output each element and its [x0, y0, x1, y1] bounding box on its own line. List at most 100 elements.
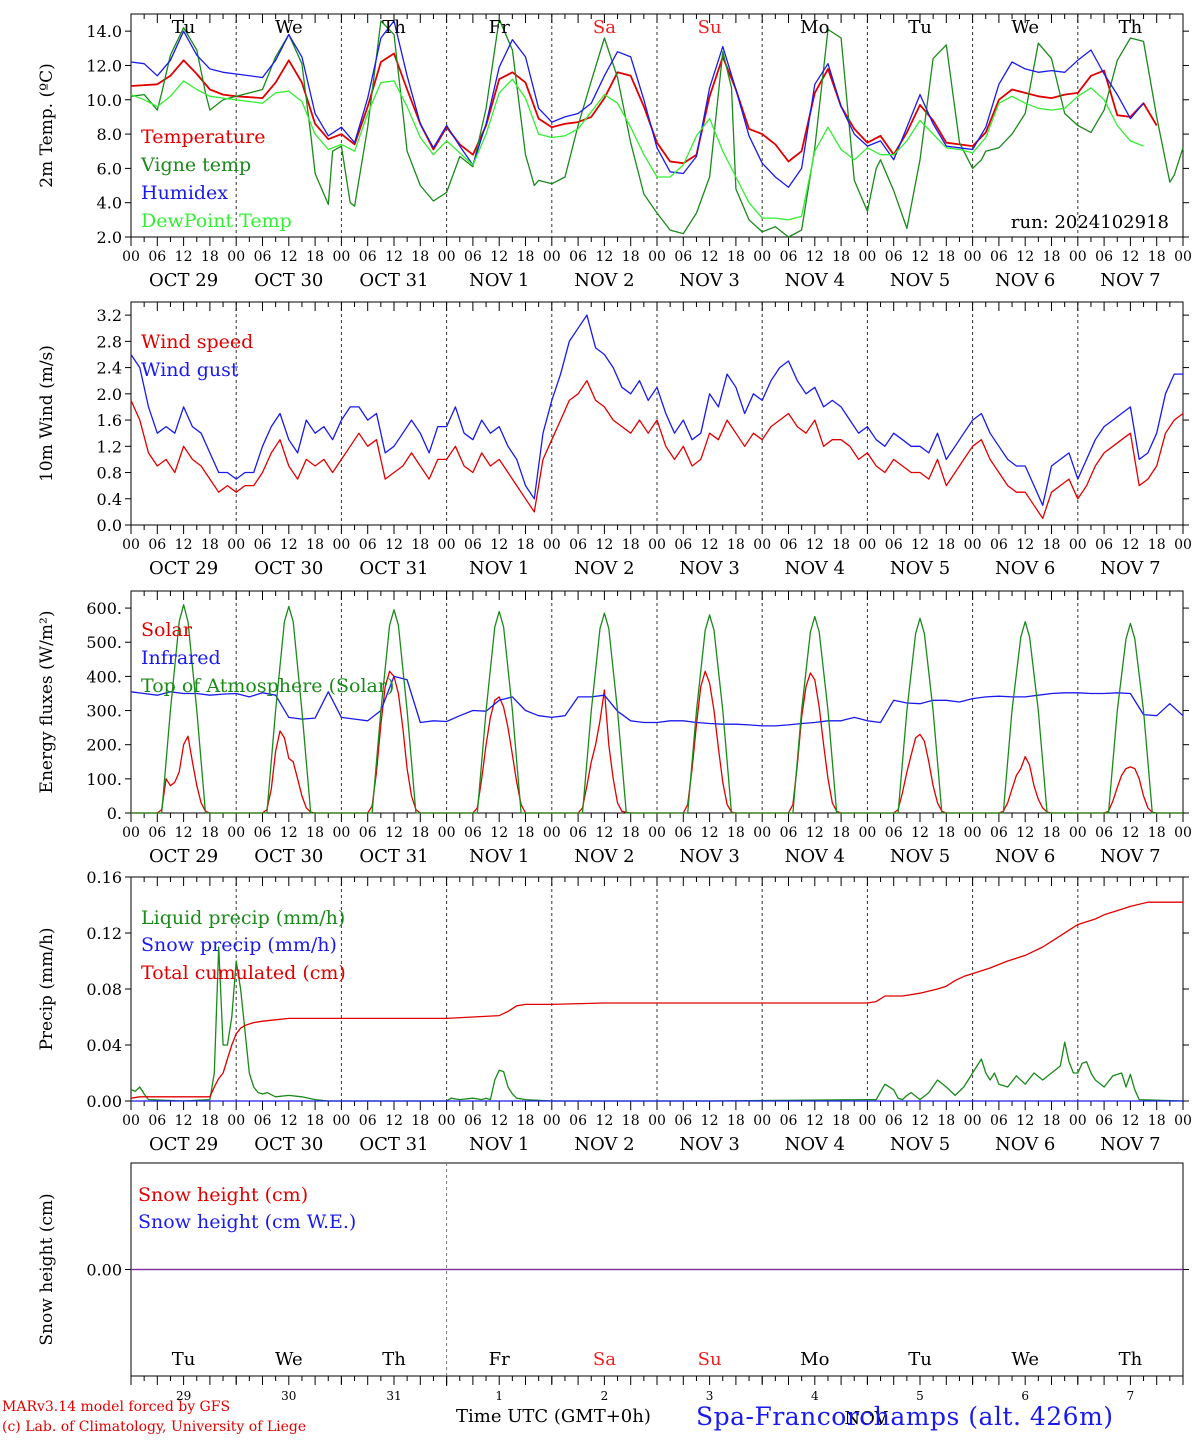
x-hour-label: 06 — [1095, 825, 1113, 841]
x-hour-label: 00 — [964, 825, 982, 841]
x-hour-label: 06 — [569, 537, 587, 553]
x-hour-label: 12 — [1016, 1113, 1034, 1129]
x-hour-label: 18 — [727, 1113, 745, 1129]
x-hour-label: 18 — [517, 1113, 535, 1129]
x-hour-label: 06 — [780, 825, 798, 841]
x-hour-label: 00 — [122, 825, 140, 841]
x-hour-label: 18 — [201, 249, 219, 265]
x-hour-label: 06 — [254, 1113, 272, 1129]
y-tick-label: 0.04 — [86, 1036, 122, 1055]
x-hour-label: 00 — [1069, 537, 1087, 553]
x-hour-label: 12 — [490, 1113, 508, 1129]
series-line-wind-speed — [130, 380, 1184, 520]
x-hour-label: 12 — [385, 825, 403, 841]
x-hour-label: 06 — [885, 1113, 903, 1129]
panel-frame — [130, 301, 1184, 526]
x-date-label: OCT 31 — [359, 270, 428, 291]
y-tick-label: 0.16 — [86, 868, 122, 887]
x-hour-label: 00 — [858, 1113, 876, 1129]
y-tick-label: 1.6 — [97, 411, 122, 430]
x-date-label: NOV 3 — [679, 558, 739, 579]
x-hour-label: 00 — [227, 825, 245, 841]
x-date-label: NOV 5 — [890, 846, 950, 867]
y-tick-label: 300. — [86, 702, 122, 721]
x-hour-label: 18 — [1043, 537, 1061, 553]
x-hour-label: 12 — [701, 825, 719, 841]
x-hour-label: 18 — [306, 825, 324, 841]
x-date-label: NOV 1 — [469, 270, 529, 291]
day-number-bottom: 29 — [176, 1389, 191, 1403]
day-name-top: We — [1011, 17, 1039, 38]
day-number-bottom: 5 — [916, 1389, 924, 1403]
x-hour-label: 18 — [1148, 1113, 1166, 1129]
x-hour-label: 00 — [753, 825, 771, 841]
x-hour-label: 06 — [464, 1113, 482, 1129]
x-hour-label: 18 — [727, 249, 745, 265]
x-hour-label: 12 — [385, 249, 403, 265]
x-hour-label: 12 — [280, 1113, 298, 1129]
x-hour-label: 00 — [543, 249, 561, 265]
series-line-wind-gust — [130, 314, 1183, 506]
x-hour-label: 06 — [780, 1113, 798, 1129]
x-hour-label: 18 — [306, 537, 324, 553]
x-hour-label: 00 — [122, 249, 140, 265]
x-date-label: NOV 3 — [679, 846, 739, 867]
x-hour-label: 12 — [911, 825, 929, 841]
panel-energy: 0. 100. 200. 300. 400. 500. 600. Energy fluxes … — [37, 590, 1192, 867]
x-hour-label: 18 — [411, 249, 429, 265]
x-date-label: NOV 2 — [574, 846, 634, 867]
x-hour-label: 06 — [885, 249, 903, 265]
x-hour-label: 12 — [806, 249, 824, 265]
x-hour-label: 18 — [832, 249, 850, 265]
x-date-label: NOV 3 — [679, 270, 739, 291]
x-hour-label: 12 — [1016, 537, 1034, 553]
x-hour-label: 12 — [595, 1113, 613, 1129]
x-hour-label: 00 — [858, 825, 876, 841]
x-date-label: NOV 6 — [995, 558, 1055, 579]
x-hour-label: 06 — [674, 537, 692, 553]
x-hour-label: 06 — [254, 249, 272, 265]
x-hour-label: 00 — [438, 1113, 456, 1129]
x-hour-label: 12 — [1016, 825, 1034, 841]
x-hour-label: 06 — [359, 249, 377, 265]
x-hour-label: 00 — [964, 249, 982, 265]
x-hour-label: 00 — [227, 249, 245, 265]
x-date-label: NOV 1 — [469, 1134, 529, 1155]
x-hour-label: 06 — [780, 537, 798, 553]
y-tick-label: 2.4 — [97, 359, 122, 378]
day-name-top: Mo — [800, 17, 829, 38]
x-hour-label: 06 — [990, 249, 1008, 265]
x-date-label: NOV 2 — [574, 1134, 634, 1155]
series-line-humidex — [130, 20, 1144, 188]
y-tick-label: 500. — [86, 633, 122, 652]
x-hour-label: 06 — [780, 249, 798, 265]
x-hour-label: 06 — [674, 825, 692, 841]
x-hour-label: 18 — [622, 537, 640, 553]
day-number-bottom: 7 — [1127, 1389, 1135, 1403]
x-hour-label: 12 — [490, 249, 508, 265]
x-date-label: OCT 29 — [149, 558, 218, 579]
legend-entry: Temperature — [141, 126, 265, 148]
x-hour-label: 18 — [201, 825, 219, 841]
series-line-total-cumulated-cm- — [130, 901, 1183, 1099]
x-hour-label: 00 — [964, 1113, 982, 1129]
y-tick-label: 200. — [86, 736, 122, 755]
x-hour-label: 06 — [885, 537, 903, 553]
x-hour-label: 18 — [832, 825, 850, 841]
x-hour-label: 12 — [1121, 1113, 1139, 1129]
x-hour-label: 06 — [148, 1113, 166, 1129]
y-tick-label: 0.08 — [86, 980, 122, 999]
x-hour-label: 12 — [595, 825, 613, 841]
day-number-bottom: 4 — [811, 1389, 819, 1403]
x-hour-label: 18 — [201, 1113, 219, 1129]
x-hour-label: 06 — [990, 825, 1008, 841]
legend-entry: Liquid precip (mm/h) — [141, 907, 345, 929]
x-hour-label: 06 — [569, 825, 587, 841]
day-name-bottom: Tu — [172, 1349, 196, 1370]
x-hour-label: 12 — [280, 249, 298, 265]
x-hour-label: 18 — [411, 1113, 429, 1129]
x-hour-label: 18 — [1043, 1113, 1061, 1129]
day-name-top: Th — [1119, 17, 1143, 38]
x-date-label: NOV 4 — [785, 1134, 845, 1155]
